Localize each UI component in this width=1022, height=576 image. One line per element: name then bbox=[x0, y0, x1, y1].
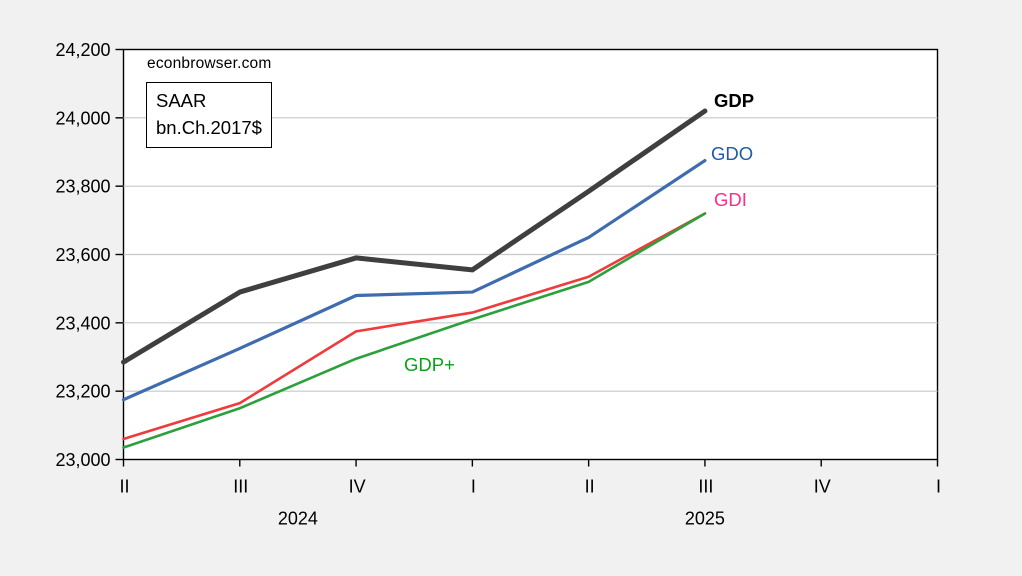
series-line-gdo bbox=[121, 158, 707, 402]
year-label: 2024 bbox=[278, 509, 318, 529]
y-axis-label: 23,800 bbox=[55, 177, 110, 197]
series-label-gdp: GDP bbox=[714, 90, 755, 111]
series-label-gdp-plus: GDP+ bbox=[404, 354, 455, 375]
x-axis-label: I bbox=[936, 477, 941, 497]
x-axis-label: I bbox=[471, 477, 476, 497]
y-axis-label: 23,400 bbox=[55, 313, 110, 333]
x-axis-label: III bbox=[233, 477, 248, 497]
series-label-gdo: GDO bbox=[711, 143, 754, 164]
y-axis-label: 23,200 bbox=[55, 382, 110, 402]
y-axis-label: 23,600 bbox=[55, 245, 110, 265]
y-axis-label: 23,000 bbox=[55, 450, 110, 470]
series-line-gdp-plus bbox=[122, 212, 707, 449]
units-line-2: bn.Ch.2017$ bbox=[156, 117, 262, 138]
x-axis-label: IV bbox=[349, 477, 366, 497]
y-axis-label: 24,200 bbox=[55, 40, 110, 60]
x-axis-label: II bbox=[585, 477, 595, 497]
x-axis-label: IV bbox=[814, 477, 831, 497]
x-axis-label: II bbox=[119, 477, 129, 497]
watermark-text: econbrowser.com bbox=[147, 55, 272, 72]
x-axis-label: III bbox=[698, 477, 713, 497]
series-line-gdp bbox=[121, 108, 708, 365]
units-line-1: SAAR bbox=[156, 90, 207, 111]
year-label: 2025 bbox=[685, 509, 725, 529]
y-axis-label: 24,000 bbox=[55, 108, 110, 128]
series-line-gdi bbox=[122, 212, 707, 441]
series-label-gdi: GDI bbox=[714, 189, 747, 210]
units-box: SAAR bn.Ch.2017$ bbox=[146, 82, 272, 148]
